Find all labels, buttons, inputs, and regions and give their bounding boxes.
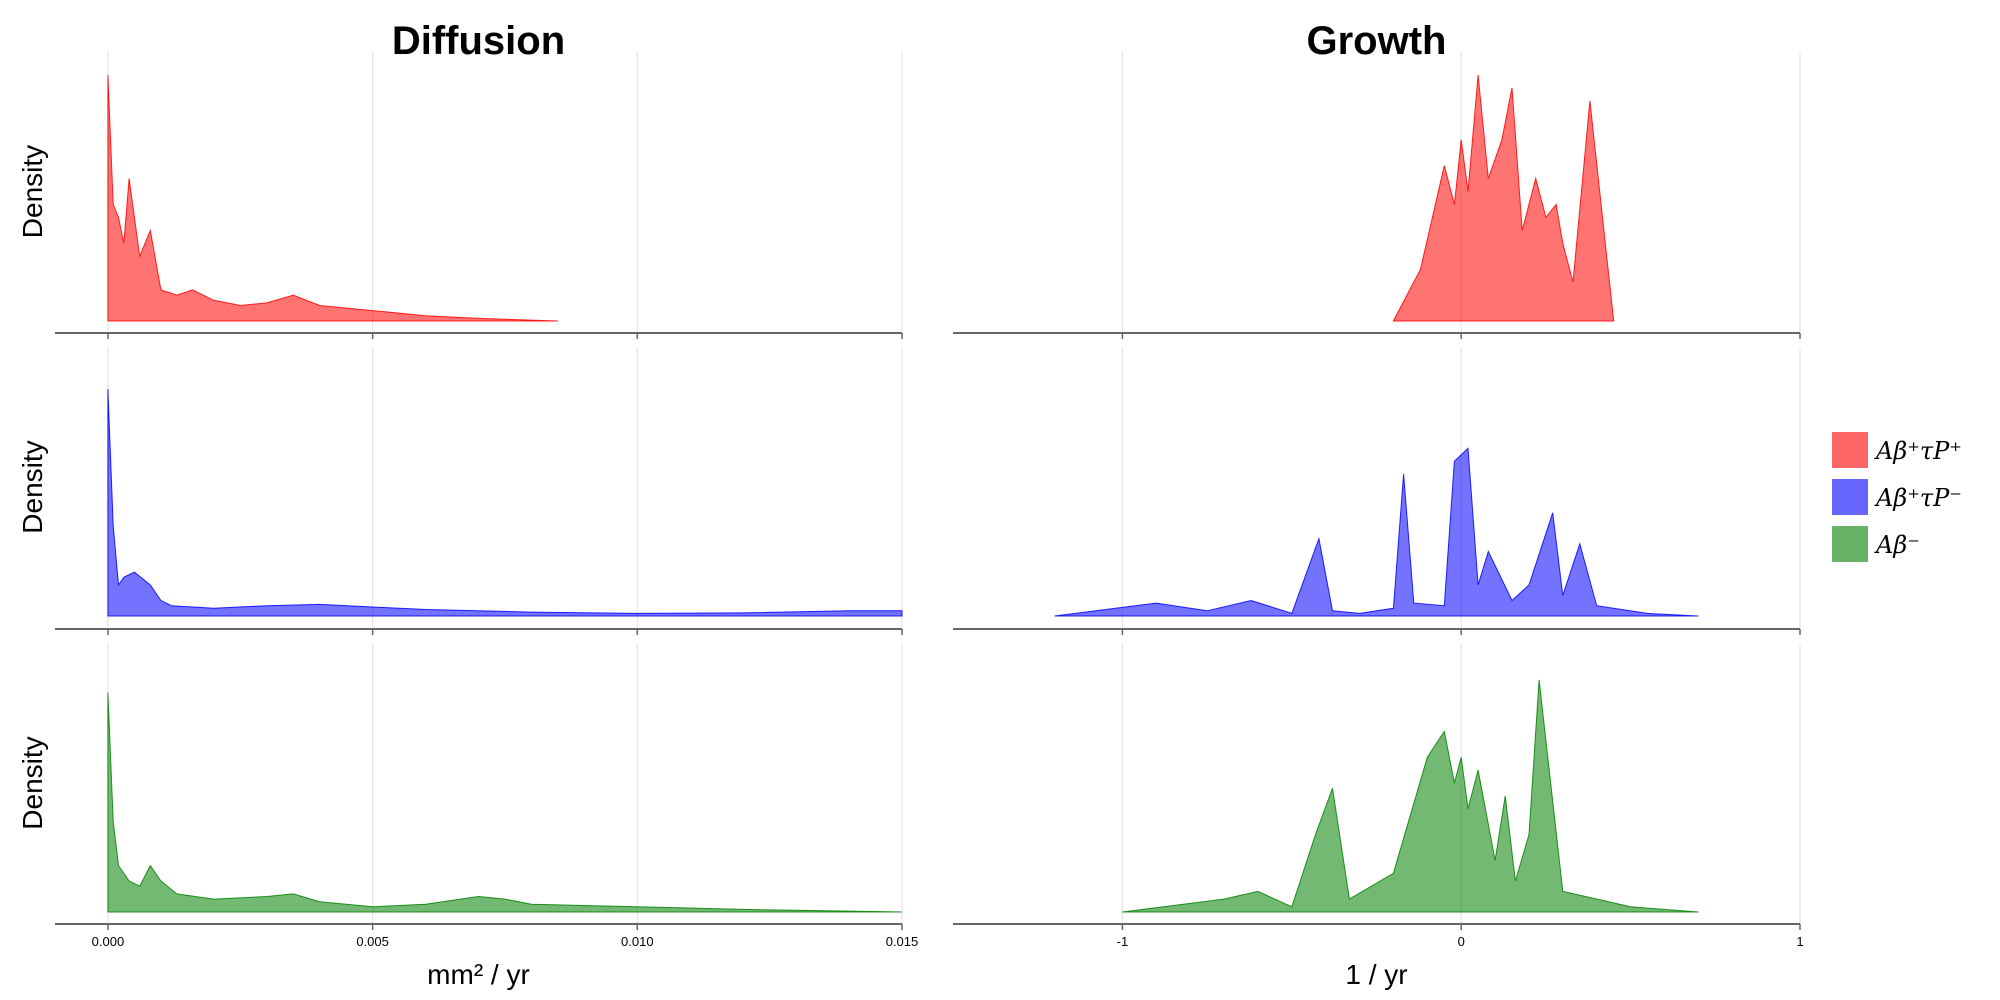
- x-tick-label: 0: [1458, 934, 1465, 949]
- density-area-0: [1122, 679, 1699, 913]
- y-axis-label: Density: [17, 440, 48, 533]
- panel-diffusion-row-1: Diffusion Density: [17, 19, 903, 339]
- legend-item-2: Aβ⁻: [1832, 526, 1920, 562]
- density-area-0: [107, 388, 903, 617]
- x-tick-label: 0.015: [886, 934, 919, 949]
- panel-diffusion-row-3: 0.000 0.005 0.010 0.015 mm² / yr Density: [17, 644, 918, 990]
- x-tick-label: -1: [1117, 934, 1129, 949]
- y-axis-label: Density: [17, 145, 48, 238]
- legend: Aβ⁺τP⁺ Aβ⁺τP⁻ Aβ⁻: [1832, 432, 1962, 562]
- density-area-0: [1054, 447, 1699, 617]
- x-tick-label: 0.000: [92, 934, 125, 949]
- panel-growth-row-3: -1 0 1 1 / yr: [953, 644, 1804, 990]
- x-tick-label: 0.005: [356, 934, 389, 949]
- legend-label: Aβ⁺τP⁺: [1874, 437, 1962, 465]
- x-axis-label: 1 / yr: [1345, 959, 1407, 990]
- x-tick-label: 1: [1796, 934, 1803, 949]
- x-axis-label: mm² / yr: [427, 959, 530, 990]
- legend-item-0: Aβ⁺τP⁺: [1832, 432, 1962, 468]
- density-area-0: [107, 74, 558, 322]
- panel-diffusion-row-2: Density: [17, 348, 903, 635]
- column-title: Growth: [1307, 19, 1447, 63]
- legend-label: Aβ⁺τP⁻: [1874, 484, 1962, 512]
- panel-growth-row-1: Growth: [953, 19, 1801, 339]
- legend-swatch: [1832, 432, 1868, 468]
- density-area-0: [107, 692, 903, 913]
- legend-swatch: [1832, 526, 1868, 562]
- legend-item-1: Aβ⁺τP⁻: [1832, 479, 1962, 515]
- legend-label: Aβ⁻: [1874, 531, 1920, 559]
- y-axis-label: Density: [17, 736, 48, 829]
- column-title: Diffusion: [392, 19, 565, 63]
- panel-growth-row-2: [953, 348, 1801, 635]
- legend-swatch: [1832, 479, 1868, 515]
- density-area-0: [1392, 74, 1615, 322]
- x-tick-label: 0.010: [621, 934, 654, 949]
